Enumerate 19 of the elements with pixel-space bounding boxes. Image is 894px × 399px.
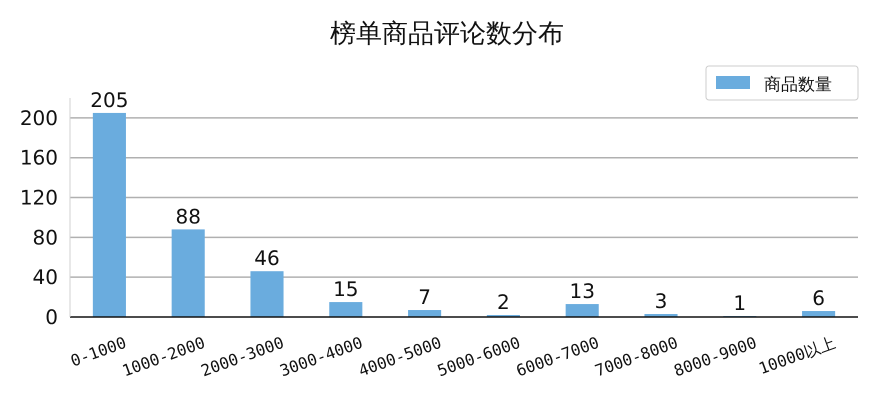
legend-label: 商品数量 bbox=[764, 75, 832, 95]
data-label: 6 bbox=[812, 286, 825, 310]
y-tick-label: 160 bbox=[20, 146, 58, 170]
data-label: 2 bbox=[497, 290, 510, 314]
x-tick-label: 10000以上 bbox=[756, 332, 838, 378]
data-label: 88 bbox=[175, 204, 201, 228]
data-label: 3 bbox=[654, 289, 668, 314]
y-tick-label: 80 bbox=[32, 225, 58, 250]
data-label: 15 bbox=[333, 277, 359, 302]
data-label: 13 bbox=[569, 279, 595, 304]
y-tick-label: 200 bbox=[20, 106, 58, 130]
data-label: 1 bbox=[733, 291, 746, 316]
data-label: 205 bbox=[90, 88, 128, 112]
y-tick-label: 120 bbox=[20, 186, 58, 210]
data-label: 46 bbox=[254, 246, 280, 270]
y-tick-label: 40 bbox=[32, 265, 58, 290]
chart-title: 榜单商品评论数分布 bbox=[330, 19, 564, 49]
y-tick-label: 0 bbox=[45, 305, 58, 329]
data-label: 7 bbox=[418, 285, 431, 310]
